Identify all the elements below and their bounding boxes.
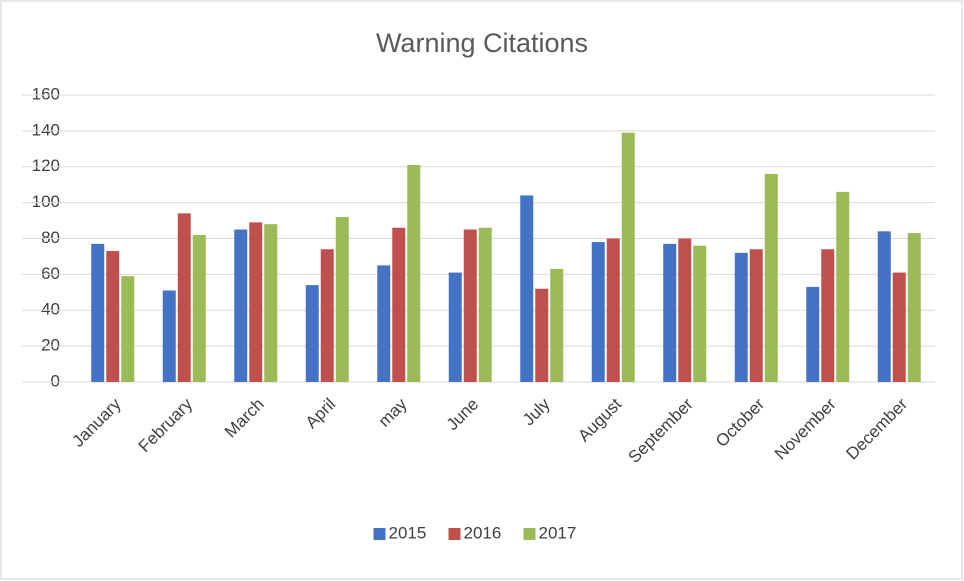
bar	[177, 213, 191, 382]
bar	[836, 191, 850, 382]
bar	[764, 173, 778, 382]
bar	[591, 242, 605, 382]
y-tick-label: 80	[41, 228, 60, 247]
bar	[821, 249, 835, 382]
legend-label: 2016	[464, 523, 502, 542]
bar	[162, 290, 176, 382]
bar	[621, 132, 635, 382]
bar	[678, 238, 692, 382]
bar	[535, 288, 549, 382]
bar	[734, 252, 748, 382]
bar	[478, 227, 492, 382]
bar	[392, 227, 406, 382]
y-tick-label: 40	[41, 300, 60, 319]
y-tick-label: 100	[32, 192, 60, 211]
legend-label: 2015	[389, 523, 427, 542]
bar	[693, 245, 707, 382]
bar	[91, 243, 105, 382]
y-tick-label: 0	[51, 371, 60, 390]
bar	[907, 233, 921, 382]
bar	[264, 224, 278, 382]
bar	[234, 229, 248, 382]
y-tick-label: 160	[32, 84, 60, 103]
bar	[192, 234, 206, 382]
y-tick-label: 20	[41, 336, 60, 355]
bar	[121, 276, 135, 382]
bar	[448, 272, 462, 382]
legend-swatch	[448, 528, 461, 540]
bar	[520, 195, 534, 382]
legend-label: 2017	[539, 523, 577, 542]
bar	[249, 222, 263, 382]
y-tick-label: 60	[41, 264, 60, 283]
bar	[320, 249, 334, 382]
bar	[892, 272, 906, 382]
bar	[335, 216, 349, 382]
bar	[663, 243, 677, 382]
y-tick-label: 120	[32, 156, 60, 175]
bar	[463, 229, 477, 382]
bar	[806, 286, 820, 382]
bar	[749, 249, 763, 382]
bar	[606, 238, 620, 382]
legend-swatch	[523, 528, 536, 540]
bar	[407, 164, 421, 382]
chart-title: Warning Citations	[376, 28, 588, 58]
legend-swatch	[373, 528, 386, 540]
bar	[550, 268, 564, 382]
bar	[106, 251, 120, 382]
y-tick-label: 140	[32, 120, 60, 139]
bar	[877, 231, 891, 382]
bar	[377, 265, 391, 382]
bar	[305, 285, 319, 382]
